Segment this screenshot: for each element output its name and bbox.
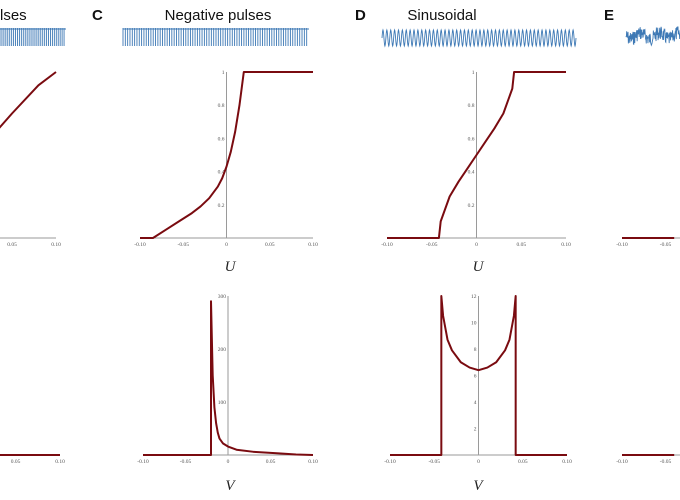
panel-c-letter: C bbox=[92, 7, 103, 24]
panel-d-v-ytick-5: 12 bbox=[471, 294, 477, 300]
panel-d-v-label: V bbox=[473, 478, 484, 494]
panel-c-u-ytick-2: 0.6 bbox=[218, 136, 225, 142]
panel-d-v-ytick-0: 2 bbox=[474, 427, 477, 433]
panel-c-u-ytick-3: 0.8 bbox=[218, 103, 225, 109]
panel-e-u-xtick-1: -0.05 bbox=[660, 242, 672, 248]
panel-d-u-ytick-2: 0.6 bbox=[468, 136, 475, 142]
panel-d-u-curve-0 bbox=[387, 71, 566, 239]
panel-c-u-ytick-4: 1 bbox=[222, 70, 225, 76]
signal-strips bbox=[0, 26, 680, 48]
panel-d-u-xtick-2: 0 bbox=[475, 242, 478, 248]
panel-e-letter: E bbox=[604, 7, 614, 24]
panel-b-title: lses bbox=[0, 7, 27, 24]
panel-c-title: Negative pulses bbox=[165, 7, 272, 24]
panel-c-u-xtick-2: 0 bbox=[225, 242, 228, 248]
panel-e-u-xtick-0: -0.10 bbox=[616, 242, 628, 248]
panel-d-u-xtick-0: -0.10 bbox=[381, 242, 393, 248]
panel-d-u-ytick-4: 1 bbox=[472, 70, 475, 76]
panel-e-v-chart: -0.10 -0.05 bbox=[616, 454, 680, 465]
panel-d-u-ytick-3: 0.8 bbox=[468, 103, 475, 109]
panel-c-v-chart: 100 200 300 -0.10 -0.05 0 0.05 0.10 bbox=[137, 294, 318, 465]
panel-c-v-label: V bbox=[225, 478, 236, 494]
panel-d-u-label: U bbox=[473, 259, 485, 275]
panel-d-v-ytick-4: 10 bbox=[471, 321, 477, 327]
panel-b-v-chart: 0.05 0.10 bbox=[0, 454, 65, 465]
panel-d-title: Sinusoidal bbox=[407, 7, 476, 24]
panel-d-v-ytick-1: 4 bbox=[474, 400, 477, 406]
panel-c-u-xtick-4: 0.10 bbox=[308, 242, 318, 248]
panel-b-u-curve-0 bbox=[0, 71, 57, 129]
panel-d-v-xtick-0: -0.10 bbox=[384, 459, 396, 465]
panel-b-u-xtick-0: 0.05 bbox=[7, 242, 17, 248]
panel-c-u-ytick-0: 0.2 bbox=[218, 203, 225, 209]
panel-e-v-xtick-1: -0.05 bbox=[660, 459, 672, 465]
panel-c-v-curve-0 bbox=[143, 300, 314, 456]
panel-c-u-label: U bbox=[225, 259, 237, 275]
panel-e-signal bbox=[625, 26, 680, 47]
panel-d-u-ytick-1: 0.4 bbox=[468, 170, 475, 176]
panel-c-u-chart: 0.2 0.4 0.6 0.8 1 -0.10 -0.05 0 0.05 0.10 bbox=[134, 70, 318, 248]
panel-d-v-curve-0 bbox=[390, 295, 567, 456]
panel-e-v-xtick-0: -0.10 bbox=[616, 459, 628, 465]
panel-b-signal bbox=[0, 28, 66, 46]
panel-d-u-xtick-3: 0.05 bbox=[516, 242, 526, 248]
panel-c-v-ytick-0: 100 bbox=[218, 400, 227, 406]
panel-d-v-ytick-3: 8 bbox=[474, 347, 477, 353]
panel-c-v-xtick-0: -0.10 bbox=[137, 459, 149, 465]
panel-c-v-xtick-2: 0 bbox=[227, 459, 230, 465]
panel-d-u-xtick-4: 0.10 bbox=[561, 242, 571, 248]
panel-c-v-ytick-1: 200 bbox=[218, 347, 227, 353]
panel-d-v-ytick-2: 6 bbox=[474, 374, 477, 380]
panel-d-letter: D bbox=[355, 7, 366, 24]
panel-b-u-chart: 0.05 0.10 bbox=[0, 71, 61, 248]
panel-c-v-xtick-3: 0.05 bbox=[266, 459, 276, 465]
panel-d-v-xtick-4: 0.10 bbox=[562, 459, 572, 465]
panel-d-u-ytick-0: 0.2 bbox=[468, 203, 475, 209]
panel-d-v-xtick-1: -0.05 bbox=[429, 459, 441, 465]
panel-c-u-xtick-3: 0.05 bbox=[265, 242, 275, 248]
panel-c-v-xtick-4: 0.10 bbox=[308, 459, 318, 465]
panel-b-v-xtick-1: 0.10 bbox=[55, 459, 65, 465]
panel-e-u-chart: -0.10 -0.05 bbox=[616, 237, 680, 248]
charts-group: 0.05 0.10 0.2 0.4 0.6 0.8 1 -0.10 -0.05 0 0.05 0.10… bbox=[0, 70, 680, 465]
panel-c-signal bbox=[122, 28, 309, 46]
panel-b-u-xtick-1: 0.10 bbox=[51, 242, 61, 248]
panel-d-u-xtick-1: -0.05 bbox=[426, 242, 438, 248]
panel-c-u-xtick-0: -0.10 bbox=[134, 242, 146, 248]
panel-c-v-ytick-2: 300 bbox=[218, 294, 227, 300]
panel-d-v-chart: 2 4 6 8 10 12 -0.10 -0.05 0 0.05 0.10 bbox=[384, 294, 572, 465]
panel-c-u-curve-0 bbox=[140, 71, 313, 239]
panel-c-u-xtick-1: -0.05 bbox=[178, 242, 190, 248]
panel-d-u-chart: 0.2 0.4 0.6 0.8 1 -0.10 -0.05 0 0.05 0.10 bbox=[381, 70, 571, 248]
panel-c-v-xtick-1: -0.05 bbox=[180, 459, 192, 465]
panel-c-u-ytick-1: 0.4 bbox=[218, 170, 225, 176]
panel-b-v-xtick-0: 0.05 bbox=[11, 459, 21, 465]
panel-d-v-xtick-2: 0 bbox=[477, 459, 480, 465]
panel-d-signal bbox=[381, 28, 577, 48]
panel-d-v-xtick-3: 0.05 bbox=[518, 459, 528, 465]
